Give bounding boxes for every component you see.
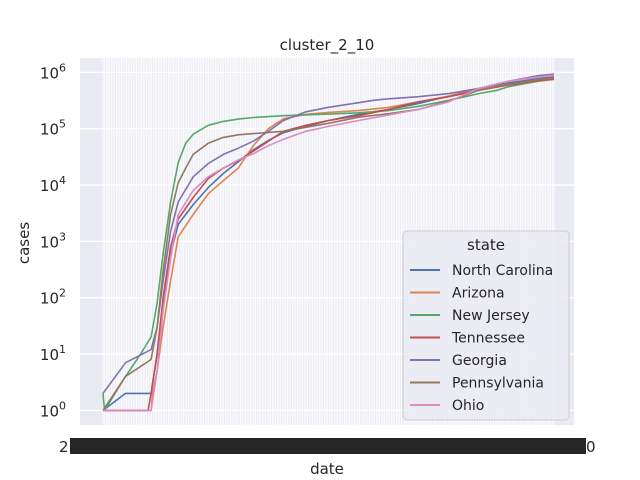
- x-tick-label-last: 0: [586, 438, 596, 456]
- x-tick-label-first: 2: [59, 438, 69, 456]
- legend-label: Arizona: [452, 286, 505, 302]
- y-tick-exponent: 0: [59, 399, 66, 412]
- series-line: [103, 74, 555, 412]
- y-tick-label: 101: [40, 343, 66, 364]
- legend-title: state: [467, 236, 505, 254]
- y-tick-exponent: 5: [59, 118, 66, 131]
- y-tick-exponent: 3: [59, 230, 66, 243]
- x-tick-label-overlap-block: [70, 438, 586, 454]
- legend-label: North Carolina: [452, 263, 553, 279]
- x-tick-labels: 2 0: [59, 438, 596, 456]
- legend-box: [402, 230, 570, 421]
- legend-items: North Carolina Arizona New Jersey Tennessee…: [410, 263, 553, 414]
- legend-label: New Jersey: [452, 308, 530, 324]
- legend-label: Tennessee: [451, 331, 525, 347]
- y-axis-label: cases: [15, 222, 33, 264]
- series-layer: [102, 73, 555, 412]
- y-tick-label: 103: [40, 230, 66, 251]
- series-line: [103, 78, 555, 412]
- y-tick-label: 106: [40, 61, 66, 82]
- y-tick-exponent: 4: [59, 174, 66, 187]
- series-line: [102, 73, 555, 394]
- y-tick-exponent: 6: [59, 61, 66, 74]
- y-tick-exponent: 1: [59, 343, 66, 356]
- legend: state North Carolina Arizona New Jersey Ten…: [402, 230, 570, 421]
- x-axis-label: date: [310, 460, 344, 478]
- y-tick-label: 104: [40, 174, 66, 195]
- legend-label: Ohio: [452, 398, 484, 414]
- chart-title: cluster_2_10: [280, 36, 375, 55]
- y-tick-label: 100: [40, 399, 66, 420]
- series-line: [102, 78, 555, 412]
- legend-label: Georgia: [452, 353, 507, 369]
- y-tick-label: 105: [40, 118, 66, 139]
- y-tick-exponent: 2: [59, 287, 66, 300]
- y-tick-label: 102: [40, 287, 66, 308]
- legend-label: Pennsylvania: [452, 376, 544, 392]
